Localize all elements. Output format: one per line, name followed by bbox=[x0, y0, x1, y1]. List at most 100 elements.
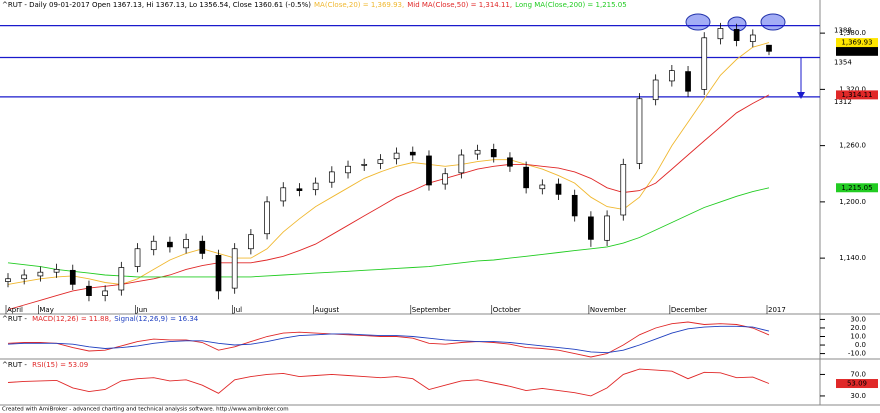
candle-body bbox=[409, 151, 416, 156]
candle-body bbox=[5, 278, 11, 282]
x-tick-label: Jun bbox=[136, 306, 148, 314]
last-value-box bbox=[836, 90, 878, 100]
candle-body bbox=[264, 201, 270, 235]
y-tick-label: 10.0 bbox=[850, 333, 866, 341]
last-value-label: 1,314.11 bbox=[841, 91, 872, 99]
candle-body bbox=[248, 234, 254, 250]
candle-body bbox=[134, 248, 141, 267]
legend-entry: RSI(15) = 53.09 bbox=[32, 361, 88, 369]
candle-body bbox=[183, 239, 189, 249]
y-tick-label: 1,320.0 bbox=[839, 85, 866, 93]
candle-body bbox=[118, 267, 125, 291]
pane-title: ^RUT - MACD(12,26) = 11.88, Signal(12,26,… bbox=[2, 315, 199, 323]
indicator-line bbox=[7, 321, 770, 358]
x-tick-label: October bbox=[493, 306, 521, 314]
pane-title: ^RUT - Daily 09-01-2017 Open 1367.13, Hi… bbox=[2, 1, 627, 9]
level-label: 1388 bbox=[834, 27, 852, 35]
candle-body bbox=[102, 290, 108, 296]
y-tick-label: 20.0 bbox=[850, 324, 866, 332]
candle-body bbox=[312, 182, 319, 191]
arrow-head bbox=[797, 92, 805, 99]
legend-entry: MA(Close,20) = 1,369.93, bbox=[314, 1, 404, 9]
x-tick-label: August bbox=[315, 306, 340, 314]
candle-body bbox=[37, 271, 44, 277]
footer: Created with AmiBroker - advanced charti… bbox=[2, 407, 289, 413]
candle-body bbox=[69, 269, 76, 285]
highlight-ellipse bbox=[760, 13, 786, 31]
x-tick-label: November bbox=[590, 306, 627, 314]
candle-body bbox=[620, 164, 627, 216]
last-value-box bbox=[836, 379, 878, 389]
candle-body bbox=[523, 166, 529, 189]
y-tick-label: 70.0 bbox=[850, 370, 866, 378]
y-tick-label: 30.0 bbox=[850, 392, 866, 400]
candle-body bbox=[555, 183, 562, 195]
indicator-line bbox=[7, 187, 770, 278]
level-label: 1312 bbox=[834, 98, 852, 106]
candle-body bbox=[199, 240, 206, 254]
candle-body bbox=[490, 149, 497, 158]
candle-body bbox=[474, 149, 481, 155]
candle-body bbox=[701, 37, 708, 90]
candle-body bbox=[685, 71, 691, 92]
last-value-label: 1,369.93 bbox=[841, 39, 872, 47]
title-text: ^RUT - bbox=[2, 361, 29, 369]
candle-body bbox=[296, 188, 303, 191]
candle-body bbox=[588, 216, 594, 240]
candle-body bbox=[652, 79, 659, 101]
legend-entry: MACD(12,26) = 11.88, bbox=[32, 315, 111, 323]
last-value-box bbox=[836, 38, 878, 48]
x-tick-label: September bbox=[412, 306, 451, 314]
title-text: ^RUT - Daily 09-01-2017 Open 1367.13, Hi… bbox=[2, 1, 311, 9]
legend-entry: Long MA(Close,200) = 1,215.05 bbox=[515, 1, 627, 9]
candle-body bbox=[393, 152, 400, 160]
y-tick-label: 1,380.0 bbox=[839, 29, 866, 37]
indicator-line bbox=[7, 368, 770, 397]
y-tick-label: 1,260.0 bbox=[839, 142, 866, 150]
y-tick-label: 30.0 bbox=[850, 315, 866, 323]
candle-body bbox=[571, 194, 578, 217]
legend-entry: Signal(12,26,9) = 16.34 bbox=[114, 315, 199, 323]
last-value-label: 1,360.61 bbox=[841, 47, 872, 55]
candle-body bbox=[377, 159, 384, 164]
level-label: 1354 bbox=[834, 59, 852, 67]
candle-body bbox=[328, 171, 335, 183]
pane-title: ^RUT - RSI(15) = 53.09 bbox=[2, 361, 88, 369]
candle-body bbox=[636, 98, 643, 164]
last-value-box bbox=[836, 183, 878, 193]
candle-body bbox=[442, 173, 449, 185]
candle-body bbox=[717, 28, 724, 40]
candle-body bbox=[669, 70, 675, 82]
x-tick-label: May bbox=[39, 306, 53, 314]
candle-body bbox=[280, 187, 287, 202]
candle-body bbox=[458, 154, 465, 174]
x-tick-label: Jul bbox=[233, 306, 243, 314]
candle-body bbox=[86, 285, 92, 296]
candle-body bbox=[345, 165, 351, 174]
candle-body bbox=[766, 44, 772, 52]
candle-body bbox=[21, 274, 28, 280]
y-tick-label: 1,140.0 bbox=[839, 254, 866, 262]
candle-body bbox=[361, 164, 368, 166]
legend-entry: Mid MA(Close,50) = 1,314.11, bbox=[407, 1, 512, 9]
candle-body bbox=[507, 157, 513, 167]
candle-body bbox=[215, 254, 222, 292]
title-text: ^RUT - bbox=[2, 315, 29, 323]
x-tick-label: April bbox=[7, 306, 23, 314]
y-tick-label: -10.0 bbox=[848, 350, 866, 358]
x-tick-label: 2017 bbox=[768, 306, 786, 314]
candle-body bbox=[426, 155, 432, 186]
candle-body bbox=[150, 240, 157, 251]
y-tick-label: 0.0 bbox=[855, 341, 866, 349]
candle-body bbox=[733, 29, 740, 41]
x-tick-label: December bbox=[671, 306, 707, 314]
last-value-box bbox=[836, 46, 878, 56]
candle-body bbox=[53, 269, 60, 273]
highlight-ellipse bbox=[685, 13, 711, 31]
last-value-label: 1,215.05 bbox=[841, 184, 872, 192]
candle-body bbox=[231, 248, 238, 289]
indicator-line bbox=[7, 325, 770, 354]
indicator-line bbox=[7, 94, 770, 311]
indicator-line bbox=[7, 42, 770, 285]
